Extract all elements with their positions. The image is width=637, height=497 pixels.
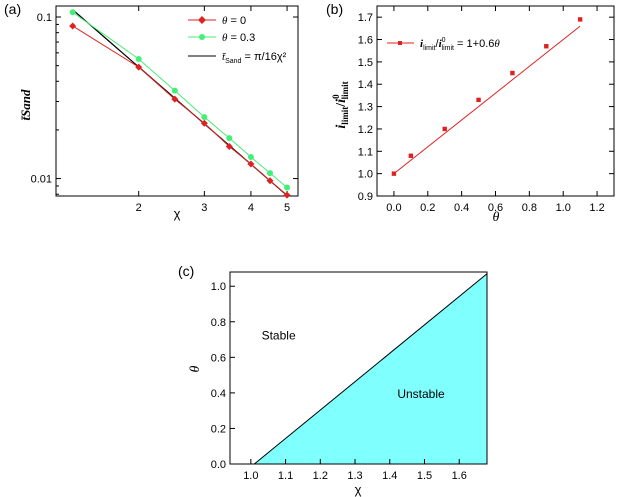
- x-tick-label: 0.6: [488, 202, 503, 214]
- x-tick-label: 0.2: [420, 202, 435, 214]
- panel-c-chart: (c) 1.0 1.1 1.2 1.3 1.4 1.5 1.6 0.0 0.2 0.4 0.6 0.8…: [178, 263, 488, 497]
- x-tick-label: 1.4: [382, 470, 397, 482]
- data-point-square: [391, 171, 397, 176]
- data-point-circle: [201, 114, 208, 121]
- x-tick-label: 1.0: [556, 202, 571, 214]
- data-point-diamond: [200, 119, 208, 127]
- data-point-circle: [135, 55, 142, 62]
- panel-a-x-axis-label: χ: [174, 206, 181, 221]
- x-tick-label: 1.5: [417, 470, 432, 482]
- y-tick-label: 1.7: [358, 12, 373, 24]
- y-tick-label: 0.9: [358, 191, 373, 203]
- y-tick-label: 1.4: [358, 79, 373, 91]
- data-point-square: [408, 153, 414, 158]
- data-point-circle: [284, 184, 291, 191]
- region-label-stable: Stable: [262, 329, 296, 343]
- data-point-diamond: [266, 177, 274, 185]
- x-tick-label: 0.8: [522, 202, 537, 214]
- y-tick-label: 0.6: [211, 352, 226, 364]
- data-point-diamond: [247, 160, 255, 168]
- series-1-line: [72, 11, 288, 188]
- y-tick-label: 0.4: [211, 388, 226, 400]
- data-point-circle: [69, 9, 76, 16]
- data-point-circle: [247, 153, 254, 160]
- legend-b-square-marker: [398, 41, 402, 45]
- y-tick-label: 1.5: [358, 57, 373, 69]
- data-point-diamond: [171, 95, 179, 103]
- panel-a-letter: (a): [4, 1, 21, 17]
- stability-boundary-line: [253, 273, 488, 465]
- x-tick-label: 3: [201, 202, 207, 214]
- data-point-diamond: [69, 22, 77, 30]
- data-point-circle: [266, 170, 273, 177]
- fit-line: [393, 25, 581, 175]
- x-tick-label: 1.2: [589, 202, 604, 214]
- data-point-circle: [171, 87, 178, 94]
- data-point-square: [510, 70, 515, 76]
- y-tick-label: 1.2: [358, 124, 373, 136]
- x-tick-label: 1.0: [243, 470, 258, 482]
- x-tick-label: 1.6: [452, 470, 467, 482]
- panel-c-region-labels: Stable Unstable: [262, 329, 445, 402]
- x-tick-label: 1.2: [313, 470, 328, 482]
- panel-b-letter: (b): [326, 1, 343, 17]
- legend-b-label: ilimit/i0 limit = 1+0.6θ: [420, 37, 500, 52]
- panel-b-y-axis-label: ilimit/i0limit: [331, 81, 350, 128]
- panel-b-ticks: 0.0 0.2 0.4 0.6 0.8 1.0 1.2 0.9 1.0 1.1 1.2 1.3 1.4 1…: [358, 6, 614, 214]
- panel-c-letter: (c): [178, 263, 194, 279]
- panel-a-ticks: 2 3 4 5 0.01 0.1: [31, 6, 298, 214]
- panel-c-y-axis-label: θ: [188, 365, 203, 372]
- legend-a-circle-marker: [199, 34, 205, 40]
- x-tick-label: 0.4: [454, 202, 469, 214]
- panel-b-plot: [391, 17, 583, 176]
- y-tick-label: 1.6: [358, 35, 373, 47]
- data-point-square: [442, 126, 447, 132]
- panel-c-fill-layer: [253, 273, 488, 465]
- panel-b-chart: (b) 0.0 0.2 0.4 0.6 0.8 1.0 1.2 0.9 1.0 1.1 1.2 1.3…: [326, 1, 615, 225]
- legend-a-label-3: t̄Sand = π/16χ²: [222, 51, 287, 65]
- panel-b-legend: ilimit/i0 limit = 1+0.6θ: [387, 37, 500, 52]
- x-tick-label: 1.3: [347, 470, 362, 482]
- y-tick-label: 1.1: [358, 146, 373, 158]
- y-tick-label: 0.2: [211, 423, 226, 435]
- panel-a-legend: θ = 0 θ = 0.3 t̄Sand = π/16χ²: [188, 15, 287, 65]
- data-point-square: [476, 97, 481, 103]
- y-tick-label: 0.0: [211, 459, 226, 471]
- legend-a-label-2: θ = 0.3: [222, 32, 255, 44]
- data-point-square: [544, 44, 549, 49]
- panel-a-chart: (a) 2 3 4 5 0.01 0.1 χ t̄Sand θ = 0 θ = 0.3 t…: [4, 1, 299, 221]
- data-point-square: [577, 17, 583, 22]
- y-tick-label: 0.1: [37, 12, 52, 24]
- y-tick-label: 1.3: [358, 102, 373, 114]
- y-tick-label: 0.8: [211, 317, 226, 329]
- panel-c-frame: [229, 271, 488, 465]
- y-tick-label: 1.0: [211, 281, 226, 293]
- data-point-circle: [226, 135, 233, 142]
- x-tick-label: 4: [248, 202, 254, 214]
- legend-a-label-1: θ = 0: [222, 15, 246, 27]
- panel-a-plot: [69, 9, 291, 199]
- panel-b-frame: [376, 5, 615, 197]
- legend-a-diamond-marker: [198, 16, 206, 24]
- panel-a-y-axis-label: t̄Sand: [18, 89, 33, 121]
- panel-b-x-axis-label: θ: [493, 210, 500, 225]
- series-0-line: [72, 25, 288, 196]
- x-tick-label: 1.1: [278, 470, 293, 482]
- x-tick-label: 2: [136, 202, 142, 214]
- data-point-diamond: [135, 63, 143, 71]
- panel-c-x-axis-label: χ: [355, 482, 362, 497]
- region-label-unstable: Unstable: [397, 387, 445, 401]
- data-point-diamond: [283, 191, 291, 199]
- x-tick-label: 5: [284, 202, 290, 214]
- y-tick-label: 1.0: [358, 169, 373, 181]
- panel-c-ticks: 1.0 1.1 1.2 1.3 1.4 1.5 1.6 0.0 0.2 0.4 0.6 0.8 1.0: [211, 281, 467, 482]
- x-tick-label: 0.0: [386, 202, 401, 214]
- y-tick-label: 0.01: [31, 174, 52, 186]
- data-point-diamond: [225, 142, 233, 150]
